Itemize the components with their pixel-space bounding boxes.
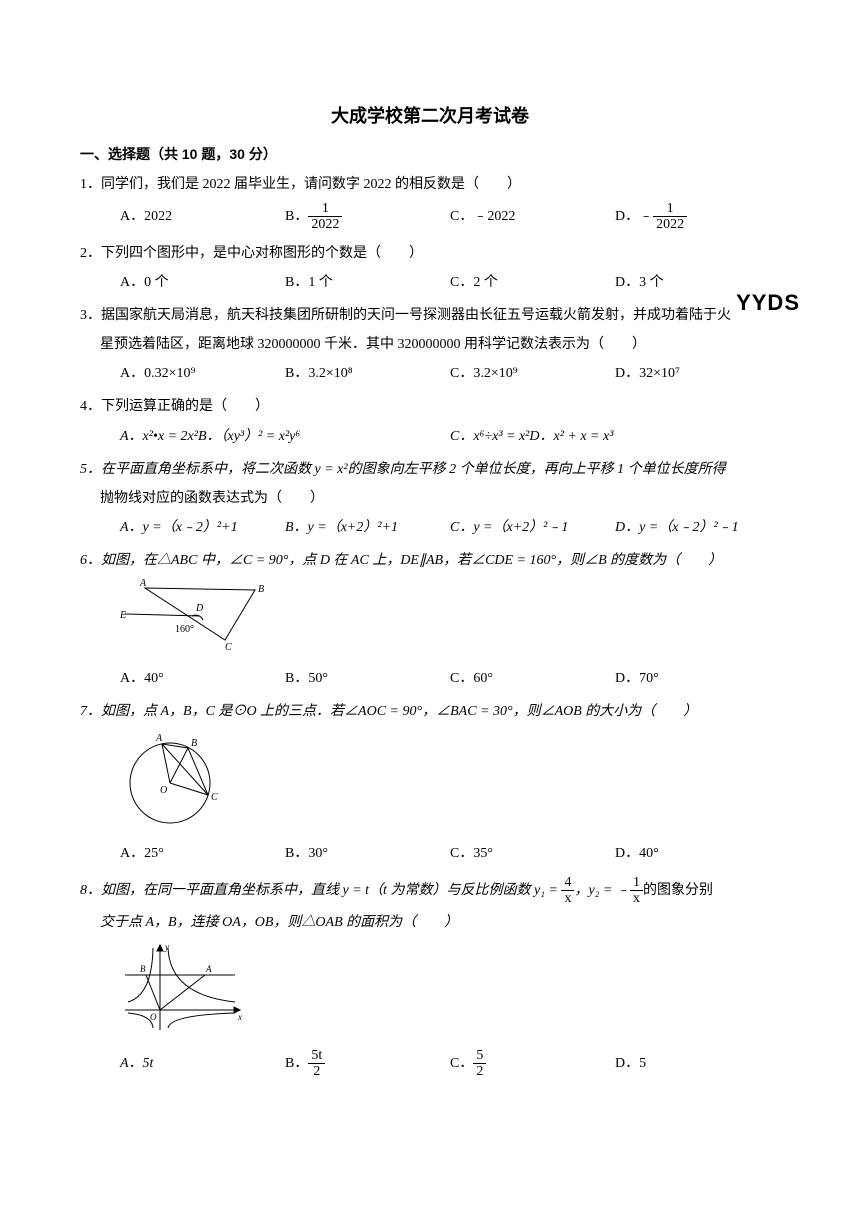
q5-options: A．y =（x﹣2）²+1 B．y =（x+2）²+1 C．y =（x+2）²﹣… [120, 515, 780, 540]
q6-opt-a: A．40° [120, 666, 285, 691]
q3-opt-b: B．3.2×10⁸ [285, 361, 450, 386]
q2-opt-a: A．0 个 [120, 270, 285, 295]
question-4: 4．下列运算正确的是（ ） A．x²•x = 2x²B．（xy³）² = x²y… [80, 394, 780, 448]
q8-line2: 交于点 A，B，连接 OA，OB，则△OAB 的面积为（ ） [100, 910, 780, 935]
q1-text: 1．同学们，我们是 2022 届毕业生，请问数字 2022 的相反数是（ ） [80, 172, 780, 197]
question-1: 1．同学们，我们是 2022 届毕业生，请问数字 2022 的相反数是（ ） A… [80, 172, 780, 233]
q6-opt-c: C．60° [450, 666, 615, 691]
q7-options: A．25° B．30° C．35° D．40° [120, 841, 780, 866]
q1-b-prefix: B． [285, 209, 308, 224]
q8-options: A．5t B．5t2 C．52 D．5 [120, 1048, 780, 1080]
svg-text:A: A [139, 578, 147, 589]
q1-d-den: 2022 [653, 217, 687, 232]
section-header: 一、选择题（共 10 题，30 分） [80, 142, 780, 167]
q8-opt-c: C．52 [450, 1048, 615, 1080]
q6-opt-d: D．70° [615, 666, 780, 691]
question-7: 7．如图，点 A，B，C 是⊙O 上的三点．若∠AOC = 90°，∠BAC =… [80, 699, 780, 867]
q5-opt-a: A．y =（x﹣2）²+1 [120, 515, 285, 540]
svg-text:E: E [120, 610, 126, 621]
question-5: 5．在平面直角坐标系中，将二次函数 y = x²的图象向左平移 2 个单位长度，… [80, 457, 780, 541]
q6-opt-b: B．50° [285, 666, 450, 691]
q8-opt-d: D．5 [615, 1051, 780, 1076]
svg-text:B: B [258, 584, 264, 595]
q3-opt-c: C．3.2×10⁹ [450, 361, 615, 386]
q8-line1: 8．如图，在同一平面直角坐标系中，直线 y = t（t 为常数）与反比例函数 y… [80, 875, 780, 907]
q6-text: 6．如图，在△ABC 中，∠C = 90°，点 D 在 AC 上，DE∥AB，若… [80, 548, 780, 573]
q8-figure: A B O x y [120, 940, 780, 1044]
q3-opt-d: D．32×10⁷ [615, 361, 780, 386]
q6-triangle-icon: A B C D E 160° [120, 578, 280, 653]
watermark: YYDS [736, 283, 800, 323]
q2-opt-c: C．2 个 [450, 270, 615, 295]
q5-opt-b: B．y =（x+2）²+1 [285, 515, 450, 540]
svg-text:D: D [195, 603, 204, 614]
q1-opt-c: C．﹣2022 [450, 204, 615, 229]
svg-text:B: B [140, 964, 146, 974]
q7-circle-icon: A B C O [120, 728, 230, 828]
q5-opt-c: C．y =（x+2）²﹣1 [450, 515, 615, 540]
q7-text: 7．如图，点 A，B，C 是⊙O 上的三点．若∠AOC = 90°，∠BAC =… [80, 699, 780, 724]
q1-b-num: 1 [308, 201, 342, 217]
q1-options: A．2022 B．12022 C．﹣2022 D．﹣12022 [120, 201, 780, 233]
q1-opt-a: A．2022 [120, 204, 285, 229]
q4-opt-ab: A．x²•x = 2x²B．（xy³）² = x²y⁶ [120, 424, 450, 449]
svg-text:C: C [211, 792, 218, 803]
svg-text:O: O [150, 1012, 157, 1022]
q8-graph-icon: A B O x y [120, 940, 250, 1035]
q1-opt-d: D．﹣12022 [615, 201, 780, 233]
q6-options: A．40° B．50° C．60° D．70° [120, 666, 780, 691]
page-title: 大成学校第二次月考试卷 [80, 100, 780, 132]
q5-opt-d: D．y =（x﹣2）²﹣1 [615, 515, 780, 540]
q2-text: 2．下列四个图形中，是中心对称图形的个数是（ ） [80, 241, 780, 266]
q1-b-den: 2022 [308, 217, 342, 232]
svg-text:B: B [191, 738, 197, 749]
question-3: 3．据国家航天局消息，航天科技集团所研制的天问一号探测器由长征五号运载火箭发射，… [80, 303, 780, 387]
question-2: 2．下列四个图形中，是中心对称图形的个数是（ ） A．0 个 B．1 个 C．2… [80, 241, 780, 295]
q7-opt-b: B．30° [285, 841, 450, 866]
q3-line2: 星预选着陆区，距离地球 320000000 千米．其中 320000000 用科… [100, 332, 780, 357]
q7-opt-d: D．40° [615, 841, 780, 866]
q5-line1: 5．在平面直角坐标系中，将二次函数 y = x²的图象向左平移 2 个单位长度，… [80, 457, 780, 482]
q5-line2: 抛物线对应的函数表达式为（ ） [100, 486, 780, 511]
q2-opt-b: B．1 个 [285, 270, 450, 295]
q1-opt-b: B．12022 [285, 201, 450, 233]
q1-d-num: 1 [653, 201, 687, 217]
q1-d-prefix: D．﹣ [615, 209, 653, 224]
svg-text:C: C [225, 642, 232, 653]
svg-text:A: A [205, 964, 212, 974]
svg-text:160°: 160° [175, 624, 194, 635]
svg-text:A: A [155, 733, 163, 744]
svg-text:x: x [237, 1012, 242, 1022]
q4-options: A．x²•x = 2x²B．（xy³）² = x²y⁶ C．x⁶÷x³ = x²… [120, 424, 780, 449]
q8-opt-b: B．5t2 [285, 1048, 450, 1080]
q8-opt-a: A．5t [120, 1051, 285, 1076]
q3-options: A．0.32×10⁹ B．3.2×10⁸ C．3.2×10⁹ D．32×10⁷ [120, 361, 780, 386]
q7-opt-c: C．35° [450, 841, 615, 866]
question-8: 8．如图，在同一平面直角坐标系中，直线 y = t（t 为常数）与反比例函数 y… [80, 875, 780, 1080]
q2-options: A．0 个 B．1 个 C．2 个 D．3 个 [120, 270, 780, 295]
question-6: 6．如图，在△ABC 中，∠C = 90°，点 D 在 AC 上，DE∥AB，若… [80, 548, 780, 691]
q7-opt-a: A．25° [120, 841, 285, 866]
svg-text:y: y [164, 942, 169, 952]
q4-text: 4．下列运算正确的是（ ） [80, 394, 780, 419]
q3-opt-a: A．0.32×10⁹ [120, 361, 285, 386]
q7-figure: A B C O [120, 728, 780, 837]
q6-figure: A B C D E 160° [120, 578, 780, 662]
svg-text:O: O [160, 785, 167, 796]
q3-line1: 3．据国家航天局消息，航天科技集团所研制的天问一号探测器由长征五号运载火箭发射，… [80, 303, 780, 328]
q4-opt-cd: C．x⁶÷x³ = x²D．x² + x = x³ [450, 424, 780, 449]
